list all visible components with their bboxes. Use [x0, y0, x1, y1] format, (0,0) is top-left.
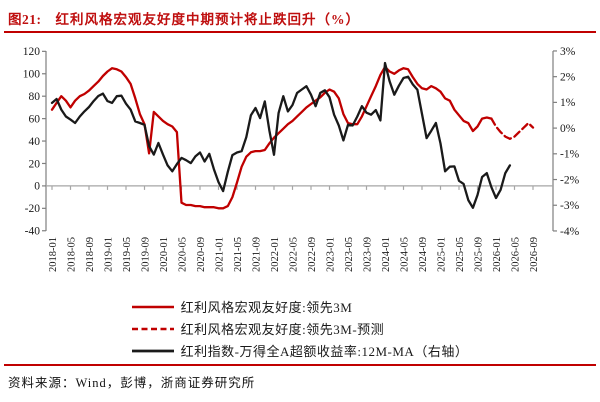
x-axis-tick-label: 2018-09: [85, 237, 96, 272]
black-line-swatch: [131, 349, 174, 352]
x-axis-tick-label: 2018-01: [48, 237, 59, 272]
series-line-2: [50, 61, 512, 209]
x-axis-tick-label: 2018-05: [66, 237, 77, 272]
x-axis-tick-label: 2022-01: [270, 237, 281, 272]
right-axis-tick-label: 3%: [560, 46, 576, 58]
title-underline-rule: [4, 31, 596, 34]
x-axis-tick-label: 2023-05: [344, 237, 355, 272]
x-axis-tick-label: 2024-09: [418, 237, 429, 272]
left-axis-tick-label: 100: [23, 69, 41, 81]
x-axis-tick-label: 2022-09: [307, 237, 318, 272]
source-note: 资料来源：Wind，彭博，浙商证券研究所: [8, 376, 256, 390]
x-axis-tick-label: 2020-05: [177, 237, 188, 272]
x-axis-tick-label: 2026-05: [510, 237, 521, 272]
right-axis-tick-label: -4%: [560, 226, 580, 238]
left-axis-tick-label: 0: [34, 181, 40, 193]
x-axis-tick-label: 2022-05: [288, 237, 299, 272]
left-axis-tick-label: 60: [29, 113, 41, 125]
legend-label: 红利风格宏观友好度:领先3M-预测: [180, 322, 385, 337]
right-axis-tick-label: -3%: [560, 200, 580, 212]
dashed-red-line-swatch: [131, 327, 174, 330]
right-axis-tick-label: 2%: [560, 71, 576, 83]
x-axis-tick-label: 2021-05: [233, 237, 244, 272]
x-axis-tick-label: 2023-01: [325, 237, 336, 272]
legend-label: 红利风格宏观友好度:领先3M: [180, 300, 353, 315]
x-axis-tick-label: 2026-09: [529, 237, 540, 272]
legend-item-solid-red: 红利风格宏观友好度:领先3M: [131, 299, 353, 315]
right-axis-tick-label: -2%: [560, 174, 580, 186]
chart-header: 图21: 红利风格宏观友好度中期预计将止跌回升（%）: [8, 8, 592, 29]
x-axis-tick-label: 2019-05: [122, 237, 133, 272]
left-axis-tick-label: 20: [29, 158, 41, 170]
left-axis-tick-label: -20: [25, 203, 41, 215]
dual-axis-line-chart: 120 100 80 60 40 20 0 -20 -40 3% 2% 1% 0% -1% -2% -3% -4…: [23, 46, 580, 272]
x-axis-tick-label: 2020-09: [196, 237, 207, 272]
x-axis-tick-label: 2025-09: [473, 237, 484, 272]
left-axis-tick-label: 40: [29, 136, 41, 148]
footer-rule: [4, 364, 596, 366]
left-axis-tick-label: -40: [25, 226, 41, 238]
x-axis-tick-label: 2024-05: [399, 237, 410, 272]
x-axis-tick-label: 2021-09: [251, 237, 262, 272]
right-axis-tick-label: 0%: [560, 123, 576, 135]
legend-item-dashed-red: 红利风格宏观友好度:领先3M-预测: [131, 321, 385, 337]
x-axis-tick-label: 2019-09: [140, 237, 151, 272]
x-axis-tick-label: 2020-01: [159, 237, 170, 272]
right-axis-tick-label: -1%: [560, 149, 580, 161]
legend-item-black: 红利指数-万得全A超额收益率:12M-MA（右轴）: [131, 343, 469, 359]
x-axis-tick-label: 2023-09: [362, 237, 373, 272]
page-title: 红利风格宏观友好度中期预计将止跌回升（%）: [55, 12, 360, 27]
chart-legend: 红利风格宏观友好度:领先3M 红利风格宏观友好度:领先3M-预测 红利指数-万得…: [0, 299, 600, 359]
legend-label: 红利指数-万得全A超额收益率:12M-MA（右轴）: [180, 344, 469, 359]
figure-number-label: 图21:: [8, 12, 42, 27]
x-axis-tick-label: 2026-01: [492, 237, 503, 272]
x-axis-tick-label: 2024-01: [381, 237, 392, 272]
x-axis-tick-label: 2025-01: [436, 237, 447, 272]
left-axis-tick-label: 80: [29, 91, 41, 103]
solid-red-line-swatch: [131, 305, 174, 308]
left-axis-tick-label: 120: [23, 46, 41, 58]
x-axis-tick-label: 2021-01: [214, 237, 225, 272]
x-axis-tick-label: 2025-05: [455, 237, 466, 272]
series-line-1: [490, 117, 535, 140]
x-axis-tick-label: 2019-01: [103, 237, 114, 272]
right-axis-tick-label: 1%: [560, 97, 576, 109]
